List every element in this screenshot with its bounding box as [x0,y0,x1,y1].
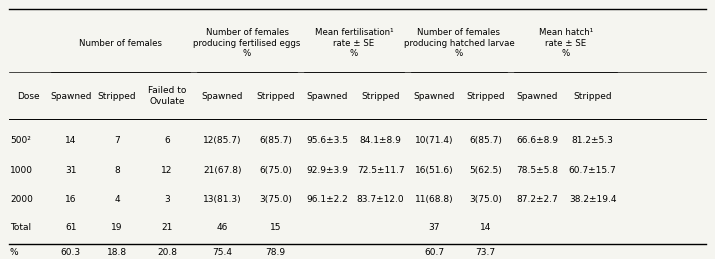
Text: 21(67.8): 21(67.8) [203,166,242,175]
Text: 10(71.4): 10(71.4) [415,136,453,145]
Text: 60.3: 60.3 [61,248,81,257]
Text: 3: 3 [164,195,170,204]
Text: Number of females
producing fertilised eggs
%: Number of females producing fertilised e… [194,28,301,58]
Text: 12(85.7): 12(85.7) [203,136,242,145]
Text: 61: 61 [65,223,77,232]
Text: 5(62.5): 5(62.5) [469,166,502,175]
Text: 60.7: 60.7 [424,248,444,257]
Text: 78.5±5.8: 78.5±5.8 [516,166,558,175]
Text: 87.2±2.7: 87.2±2.7 [516,195,558,204]
Text: 2000: 2000 [10,195,33,204]
Text: 11(68.8): 11(68.8) [415,195,453,204]
Text: 1000: 1000 [10,166,33,175]
Text: 21: 21 [162,223,172,232]
Text: 96.1±2.2: 96.1±2.2 [306,195,348,204]
Text: 14: 14 [480,223,491,232]
Text: 6(75.0): 6(75.0) [259,166,292,175]
Text: Stripped: Stripped [98,92,137,101]
Text: Stripped: Stripped [573,92,612,101]
Text: 13(81.3): 13(81.3) [203,195,242,204]
Text: 8: 8 [114,166,120,175]
Text: 78.9: 78.9 [265,248,286,257]
Text: 83.7±12.0: 83.7±12.0 [357,195,405,204]
Text: 46: 46 [217,223,228,232]
Text: 92.9±3.9: 92.9±3.9 [306,166,348,175]
Text: 31: 31 [65,166,77,175]
Text: Stripped: Stripped [466,92,505,101]
Text: 37: 37 [428,223,440,232]
Text: Stripped: Stripped [256,92,295,101]
Text: 7: 7 [114,136,120,145]
Text: Spawned: Spawned [516,92,558,101]
Text: Number of females: Number of females [79,39,162,48]
Text: 500²: 500² [10,136,31,145]
Text: 19: 19 [112,223,123,232]
Text: 16: 16 [65,195,77,204]
Text: 38.2±19.4: 38.2±19.4 [569,195,616,204]
Text: Spawned: Spawned [202,92,243,101]
Text: 18.8: 18.8 [107,248,127,257]
Text: Dose: Dose [16,92,39,101]
Text: 75.4: 75.4 [212,248,232,257]
Text: 12: 12 [162,166,172,175]
Text: 6(85.7): 6(85.7) [259,136,292,145]
Text: 60.7±15.7: 60.7±15.7 [568,166,616,175]
Text: Spawned: Spawned [307,92,348,101]
Text: Mean fertilisation¹
rate ± SE
%: Mean fertilisation¹ rate ± SE % [315,28,393,58]
Text: 81.2±5.3: 81.2±5.3 [571,136,613,145]
Text: 14: 14 [65,136,77,145]
Text: 95.6±3.5: 95.6±3.5 [306,136,348,145]
Text: Spawned: Spawned [413,92,455,101]
Text: 20.8: 20.8 [157,248,177,257]
Text: 3(75.0): 3(75.0) [469,195,502,204]
Text: 84.1±8.9: 84.1±8.9 [360,136,402,145]
Text: 6(85.7): 6(85.7) [469,136,502,145]
Text: Spawned: Spawned [50,92,92,101]
Text: Mean hatch¹
rate ± SE
%: Mean hatch¹ rate ± SE % [538,28,593,58]
Text: 73.7: 73.7 [475,248,495,257]
Text: 16(51.6): 16(51.6) [415,166,453,175]
Text: 66.6±8.9: 66.6±8.9 [516,136,558,145]
Text: 15: 15 [270,223,281,232]
Text: 3(75.0): 3(75.0) [259,195,292,204]
Text: Stripped: Stripped [361,92,400,101]
Text: Total: Total [10,223,31,232]
Text: 72.5±11.7: 72.5±11.7 [357,166,405,175]
Text: Failed to
Ovulate: Failed to Ovulate [148,87,186,106]
Text: %: % [10,248,19,257]
Text: 6: 6 [164,136,170,145]
Text: Number of females
producing hatched larvae
%: Number of females producing hatched larv… [403,28,514,58]
Text: 4: 4 [114,195,120,204]
